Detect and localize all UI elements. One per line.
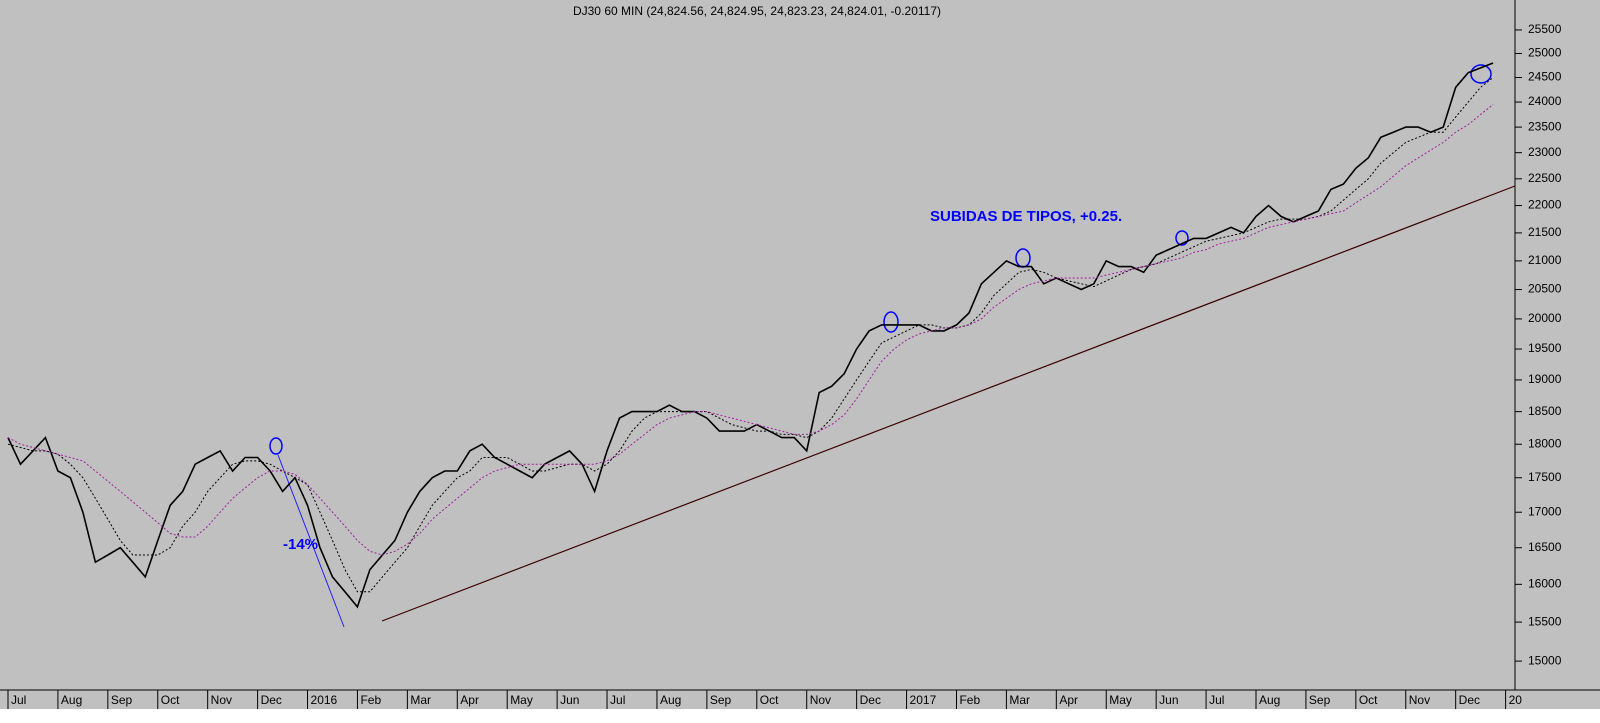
y-tick-label: 21000: [1528, 253, 1562, 267]
y-tick-label: 16000: [1528, 577, 1562, 591]
x-tick-label: Feb: [360, 693, 381, 707]
y-tick-label: 25000: [1528, 46, 1562, 60]
y-tick-label: 19500: [1528, 341, 1562, 355]
y-tick-label: 15500: [1528, 614, 1562, 628]
x-tick-label: Jun: [560, 693, 579, 707]
y-tick-label: 17000: [1528, 504, 1562, 518]
x-tick-label: May: [510, 693, 533, 707]
y-tick-label: 18500: [1528, 404, 1562, 418]
y-tick-label: 24000: [1528, 94, 1562, 108]
y-tick-label: 23500: [1528, 119, 1562, 133]
x-tick-label: Nov: [211, 693, 232, 707]
y-tick-label: 24500: [1528, 70, 1562, 84]
annotation: -14%: [283, 536, 318, 553]
x-tick-label: Oct: [161, 693, 180, 707]
y-tick-label: 23000: [1528, 145, 1562, 159]
x-tick-label: Sep: [1309, 693, 1331, 707]
x-tick-label: Apr: [460, 693, 479, 707]
x-tick-label: Oct: [760, 693, 779, 707]
trend-line: [381, 185, 1516, 622]
y-tick-label: 20500: [1528, 282, 1562, 296]
x-tick-label: Aug: [660, 693, 681, 707]
y-tick-label: 18000: [1528, 436, 1562, 450]
annotation: SUBIDAS DE TIPOS, +0.25.: [930, 208, 1122, 225]
y-tick-label: 19000: [1528, 372, 1562, 386]
x-tick-label: Mar: [410, 693, 431, 707]
x-tick-label: Jul: [11, 693, 26, 707]
series-line: [7, 62, 1494, 609]
x-tick-label: Nov: [1409, 693, 1430, 707]
x-tick-label: Dec: [1459, 693, 1480, 707]
y-tick-label: 25500: [1528, 22, 1562, 36]
circle-marker: [883, 311, 899, 333]
y-tick-label: 22500: [1528, 171, 1562, 185]
chart-title: DJ30 60 MIN (24,824.56, 24,824.95, 24,82…: [573, 4, 941, 18]
x-tick-label: Jun: [1159, 693, 1178, 707]
x-tick-label: Mar: [1009, 693, 1030, 707]
y-tick-label: 22000: [1528, 198, 1562, 212]
x-tick-label: Feb: [959, 693, 980, 707]
y-tick-label: 16500: [1528, 540, 1562, 554]
x-tick-label: Jul: [610, 693, 625, 707]
x-tick-label: Sep: [111, 693, 133, 707]
x-tick-label: Jul: [1209, 693, 1224, 707]
x-tick-label: Oct: [1359, 693, 1378, 707]
x-tick-label: Aug: [1259, 693, 1280, 707]
x-tick-label: Nov: [810, 693, 831, 707]
x-tick-label: Dec: [860, 693, 881, 707]
y-tick-label: 17500: [1528, 470, 1562, 484]
x-tick-label: Dec: [261, 693, 282, 707]
x-tick-label: Aug: [61, 693, 82, 707]
x-tick-label: Sep: [710, 693, 732, 707]
series-line: [7, 104, 1494, 556]
circle-marker: [269, 437, 283, 455]
x-tick-label: 2016: [311, 693, 338, 707]
y-tick-label: 15000: [1528, 653, 1562, 667]
x-tick-label: 20: [1509, 693, 1523, 707]
series-line: [7, 77, 1494, 593]
x-tick-label: Apr: [1059, 693, 1078, 707]
circle-marker: [1175, 230, 1189, 246]
y-tick-label: 21500: [1528, 225, 1562, 239]
x-tick-label: 2017: [910, 693, 937, 707]
x-tick-label: May: [1109, 693, 1132, 707]
y-tick-label: 20000: [1528, 311, 1562, 325]
circle-marker: [1470, 64, 1492, 84]
